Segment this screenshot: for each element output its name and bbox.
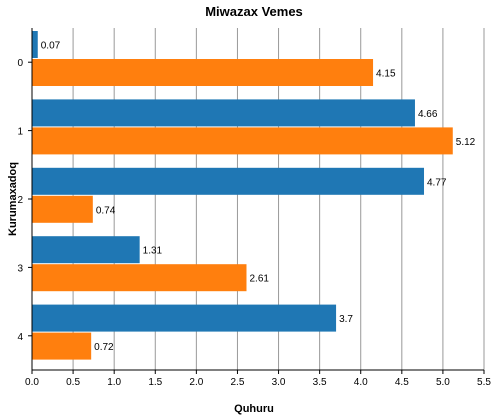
y-axis-title: Kurumaxadoq — [7, 162, 19, 236]
x-tick-label: 1.0 — [107, 377, 121, 388]
bar-series-1-cat-1 — [32, 99, 415, 127]
y-tick-label: 0 — [17, 58, 23, 69]
x-tick-label: 3.0 — [272, 377, 286, 388]
x-tick-label: 2.5 — [231, 377, 245, 388]
bar-series-1-cat-2 — [32, 167, 425, 195]
x-axis-title: Quhuru — [234, 403, 274, 415]
data-labels: 0.07 4.15 4.66 5.12 4.77 0.74 1.31 2.61 3.7 0.72 — [41, 41, 476, 354]
y-tick-label: 4 — [17, 332, 23, 343]
bar-series-2-cat-0 — [32, 59, 374, 86]
bar-series-1-cat-3 — [32, 236, 140, 264]
y-tick-label: 1 — [17, 127, 23, 138]
x-tick-label: 3.5 — [313, 377, 327, 388]
x-tick-label: 5.5 — [477, 377, 491, 388]
data-label: 3.7 — [339, 314, 353, 325]
bar-series-2-cat-3 — [32, 264, 247, 292]
y-tick-label: 2 — [17, 195, 23, 206]
axes: 0.0 0.5 1.0 1.5 2.0 2.5 3.0 3.5 4.0 4.5 5.0 5.5 0 1 2 3… — [17, 28, 491, 388]
x-tick-label: 5.0 — [436, 377, 450, 388]
data-label: 4.66 — [418, 109, 438, 120]
data-label: 0.07 — [41, 41, 61, 52]
data-label: 4.15 — [376, 69, 396, 80]
data-label: 0.74 — [96, 205, 116, 216]
bar-series-2-cat-1 — [32, 127, 453, 155]
x-tick-label: 0.5 — [66, 377, 80, 388]
x-tick-label: 1.5 — [148, 377, 162, 388]
x-tick-label: 0.0 — [25, 377, 39, 388]
data-label: 2.61 — [249, 274, 269, 285]
bar-series-1-cat-0 — [32, 31, 38, 58]
x-tick-label: 2.0 — [189, 377, 203, 388]
bars — [32, 31, 453, 360]
x-tick-label: 4.0 — [354, 377, 368, 388]
data-label: 1.31 — [143, 246, 163, 257]
data-label: 0.72 — [94, 342, 114, 353]
y-tick-label: 3 — [17, 263, 23, 274]
x-tick-label: 4.5 — [395, 377, 409, 388]
bar-series-2-cat-2 — [32, 195, 93, 223]
data-label: 4.77 — [427, 177, 447, 188]
chart-title: Miwazax Vemes — [205, 4, 303, 19]
data-label: 5.12 — [456, 137, 476, 148]
bar-series-2-cat-4 — [32, 332, 92, 360]
bar-series-1-cat-4 — [32, 304, 337, 332]
